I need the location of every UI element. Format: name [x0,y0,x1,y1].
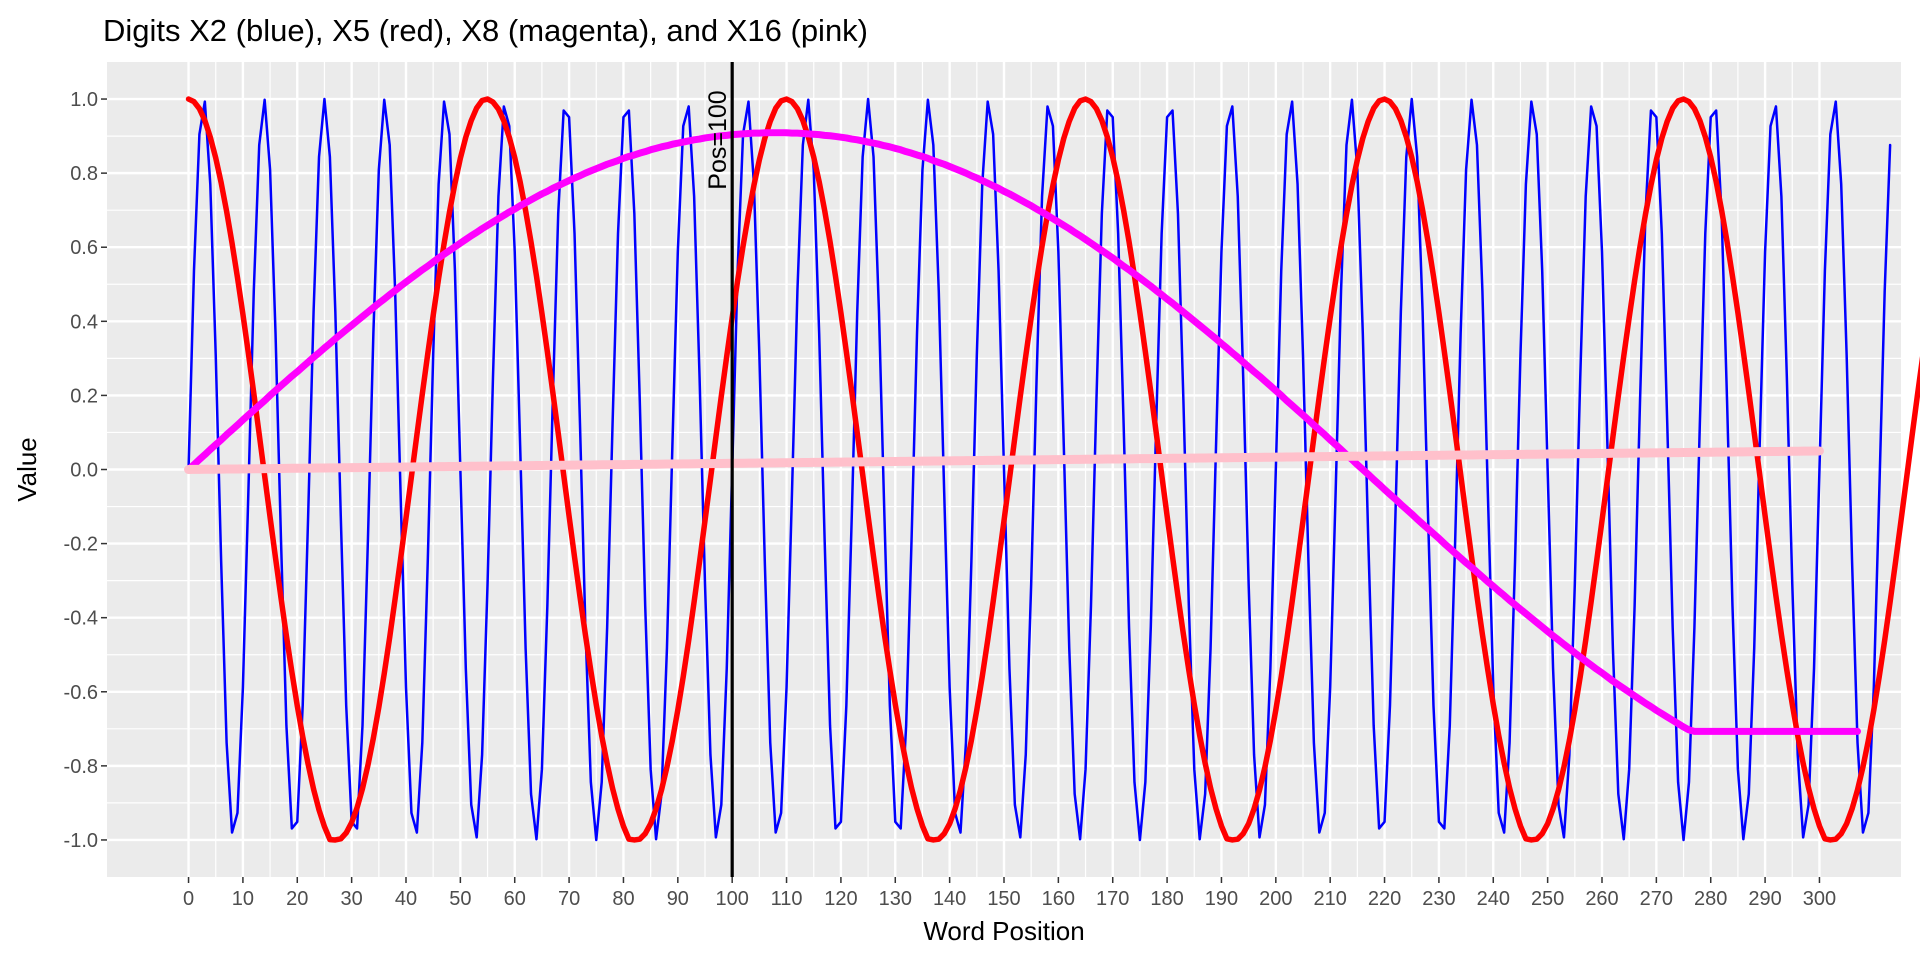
x-tick-label: 190 [1205,888,1238,910]
series-lines [184,96,1920,843]
y-tick-label: -1.0 [64,830,98,852]
x-tick-label: 30 [341,888,363,910]
chart-title: Digits X2 (blue), X5 (red), X8 (magenta)… [103,13,868,48]
y-tick-label: 1.0 [70,89,98,111]
y-tick-label: 0.2 [70,385,98,407]
x-tick-label: 280 [1694,888,1727,910]
y-tick-label: 0.0 [70,460,98,482]
reference-line-group: Pos=100 [704,62,734,877]
x-tick-label: 40 [395,888,417,910]
x-tick-label: 90 [667,888,689,910]
x-axis-ticks: 0 10 20 30 40 50 60 70 80 90 100 110 120 130 140 150 160… [183,877,1836,910]
x-tick-label: 110 [771,888,803,910]
x-tick-label: 10 [232,888,254,910]
x-tick-label: 160 [1042,888,1075,910]
x-tick-label: 270 [1640,888,1673,910]
series-line-x16 [184,446,1824,474]
x-tick-label: 220 [1368,888,1401,910]
x-tick-label: 0 [183,888,194,910]
x-tick-label: 170 [1096,888,1129,910]
y-tick-label: -0.4 [64,608,98,630]
x-axis-label: Word Position [923,916,1084,946]
x-tick-label: 60 [504,888,526,910]
y-tick-label: 0.6 [70,237,98,259]
x-tick-label: 250 [1531,888,1564,910]
y-tick-label: 0.8 [70,163,98,185]
y-tick-label: -0.6 [64,682,98,704]
x-tick-label: 240 [1477,888,1510,910]
x-tick-label: 260 [1585,888,1618,910]
x-tick-label: 230 [1422,888,1455,910]
x-tick-label: 140 [933,888,966,910]
x-tick-label: 150 [987,888,1020,910]
y-tick-label: 0.4 [70,311,98,333]
y-tick-label: -0.8 [64,756,98,778]
x-tick-label: 290 [1748,888,1781,910]
y-axis-label: Value [12,437,42,502]
x-tick-label: 50 [449,888,471,910]
series-line-x8 [185,129,1862,735]
series-line-x2 [187,97,1892,842]
x-tick-label: 120 [824,888,857,910]
x-tick-label: 210 [1313,888,1346,910]
x-tick-label: 300 [1803,888,1836,910]
x-tick-label: 20 [286,888,308,910]
series-line-x5 [185,96,1920,843]
x-tick-label: 130 [879,888,912,910]
reference-line-label: Pos=100 [704,90,732,189]
y-axis-ticks: -1.0 -0.8 -0.6 -0.4 -0.2 0.0 0.2 0.4 0.6 0.8 1.0 [64,89,107,852]
y-tick-label: -0.2 [64,534,98,556]
x-tick-label: 100 [715,888,748,910]
x-tick-label: 200 [1259,888,1292,910]
x-tick-label: 70 [558,888,580,910]
x-tick-label: 80 [612,888,634,910]
x-tick-label: 180 [1150,888,1183,910]
